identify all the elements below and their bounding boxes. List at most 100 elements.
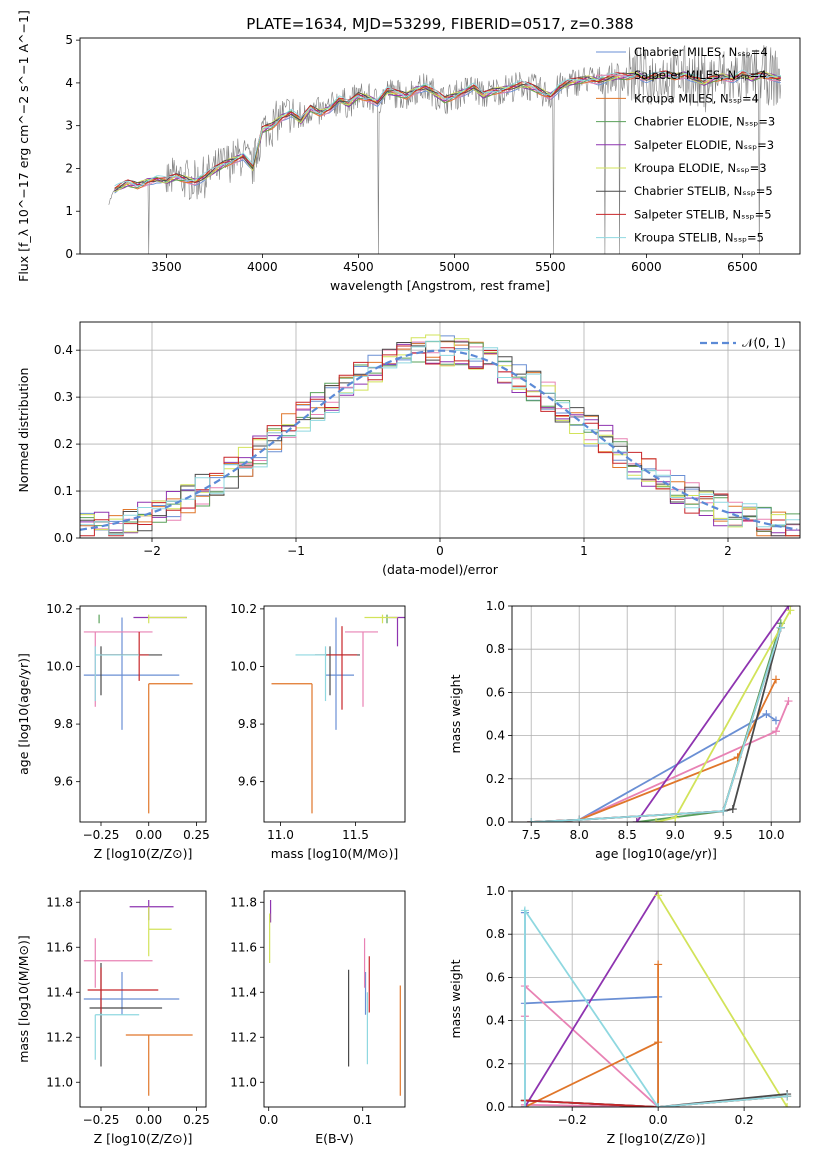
x-tick-label: 9.5 bbox=[714, 828, 733, 842]
mass-weight-marker bbox=[772, 727, 780, 736]
mass-weight-marker bbox=[728, 805, 737, 814]
x-tick-label: 11.0 bbox=[267, 828, 294, 842]
mass-weight-marker bbox=[654, 1103, 663, 1107]
y-tick-label: 11.6 bbox=[46, 940, 73, 954]
x-tick-label: 5500 bbox=[535, 260, 566, 274]
y-tick-label: 0.6 bbox=[486, 685, 505, 699]
legend-label: Chabrier ELODIE, Nₛₛₚ=3 bbox=[634, 115, 775, 129]
x-tick-label: −1 bbox=[287, 544, 305, 558]
mass-weight-marker bbox=[520, 1103, 529, 1107]
x-tick-label: 8.0 bbox=[570, 828, 589, 842]
error-bar-point bbox=[83, 631, 153, 707]
x-axis-label: wavelength [Angstrom, rest frame] bbox=[330, 278, 550, 293]
error-bar-point bbox=[125, 1034, 193, 1096]
y-tick-label: 0.4 bbox=[486, 729, 505, 743]
y-tick-label: 10.0 bbox=[230, 659, 257, 673]
legend-label: Salpeter MILES, Nₛₛₚ=4 bbox=[634, 68, 767, 82]
plot-area bbox=[108, 45, 782, 254]
y-tick-label: 11.4 bbox=[230, 985, 257, 999]
y-tick-label: 0.1 bbox=[54, 484, 73, 498]
y-tick-label: 10.2 bbox=[230, 602, 257, 616]
model-line bbox=[114, 70, 781, 192]
error-bar-point bbox=[83, 617, 180, 730]
mass-weight-marker bbox=[772, 716, 780, 725]
mass-weight-line bbox=[657, 894, 788, 1107]
y-tick-label: 0.4 bbox=[486, 1014, 505, 1028]
mass-weight-marker bbox=[784, 606, 793, 610]
error-bar-point bbox=[129, 900, 174, 921]
mass-weight-line bbox=[531, 627, 782, 822]
x-tick-label: 0.25 bbox=[183, 1113, 210, 1127]
mass-weight-line bbox=[524, 983, 660, 1107]
error-bar-point bbox=[364, 614, 398, 624]
x-tick-label: 1 bbox=[580, 544, 588, 558]
axes-frame bbox=[79, 605, 207, 823]
mass-weight-marker bbox=[671, 813, 680, 822]
error-bar-point bbox=[148, 614, 187, 624]
y-tick-label: 3 bbox=[65, 119, 73, 133]
histogram-step bbox=[80, 340, 800, 535]
mass-weight-marker bbox=[654, 1038, 663, 1047]
y-axis-label: Normed distribution bbox=[16, 368, 31, 493]
axes-frame bbox=[79, 37, 801, 255]
y-tick-label: 0.0 bbox=[486, 1100, 505, 1114]
x-tick-label: 6000 bbox=[631, 260, 662, 274]
y-axis-label: mass weight bbox=[448, 959, 463, 1038]
axes-frame bbox=[79, 890, 207, 1108]
mass-weight-line bbox=[531, 712, 777, 822]
y-tick-label: 9.6 bbox=[54, 775, 73, 789]
error-bar-point bbox=[148, 906, 172, 957]
x-tick-label: 3500 bbox=[151, 260, 182, 274]
y-tick-label: 11.2 bbox=[46, 1030, 73, 1044]
legend-label: Kroupa ELODIE, Nₛₛₚ=3 bbox=[634, 161, 767, 175]
error-bar-point bbox=[94, 646, 140, 702]
normal-curve bbox=[80, 349, 798, 531]
axes-frame bbox=[79, 321, 801, 539]
y-tick-label: 0.2 bbox=[486, 1057, 505, 1071]
mass-weight-marker bbox=[786, 606, 795, 615]
y-tick-label: 1.0 bbox=[486, 884, 505, 898]
error-bar-point bbox=[295, 646, 327, 702]
x-tick-label: 9.0 bbox=[666, 828, 685, 842]
y-tick-label: 0.3 bbox=[54, 390, 73, 404]
plot-area bbox=[512, 891, 800, 1107]
mass-weight-marker bbox=[772, 675, 780, 684]
plot-area bbox=[512, 606, 800, 822]
mass-weight-line bbox=[531, 627, 782, 822]
mass-weight-line bbox=[524, 964, 659, 1107]
chart-residuals: −2 −1 0 1 2 0.0 0.1 0.2 0.3 0.4 (data-model)/error… bbox=[16, 321, 801, 577]
y-tick-label: 0.6 bbox=[486, 970, 505, 984]
legend-label: Kroupa MILES, Nₛₛₚ=4 bbox=[634, 91, 759, 105]
x-tick-label: 0.0 bbox=[259, 1113, 278, 1127]
chart-mass-weight-vs-age: 7.5 8.0 8.5 9.0 9.5 10.0 0.0 0.2 0.4 0.6 0.8 1.0 age… bbox=[448, 599, 801, 861]
legend-label: 𝒩(0, 1) bbox=[742, 336, 786, 350]
y-tick-label: 11.0 bbox=[230, 1075, 257, 1089]
x-tick-label: 7.5 bbox=[522, 828, 541, 842]
mass-weight-line bbox=[524, 907, 788, 1107]
plot-area bbox=[80, 322, 800, 538]
x-tick-label: −0.25 bbox=[83, 1113, 120, 1127]
error-bar-point bbox=[101, 631, 149, 681]
mass-weight-marker bbox=[527, 818, 536, 822]
x-axis-label: Z [log10(Z/Z⊙)] bbox=[607, 1131, 706, 1146]
y-tick-label: 0.2 bbox=[486, 772, 505, 786]
plot-area bbox=[83, 614, 193, 814]
mass-weight-marker bbox=[654, 891, 663, 900]
y-tick-label: 10.0 bbox=[46, 659, 73, 673]
y-tick-label: 0 bbox=[65, 247, 73, 261]
model-line bbox=[114, 70, 781, 189]
y-tick-label: 1.0 bbox=[486, 599, 505, 613]
x-tick-label: 6500 bbox=[727, 260, 758, 274]
y-tick-label: 9.8 bbox=[54, 717, 73, 731]
mass-weight-line bbox=[531, 627, 782, 822]
x-tick-label: 5000 bbox=[439, 260, 470, 274]
chart-spectrum: 3500 4000 4500 5000 5500 6000 6500 0 1 2 3 4 5 wavele… bbox=[16, 10, 801, 293]
y-tick-label: 9.8 bbox=[238, 717, 257, 731]
error-bar-point bbox=[100, 646, 163, 696]
x-tick-label: 0.00 bbox=[135, 828, 162, 842]
mass-weight-line bbox=[636, 606, 790, 822]
error-bar-point bbox=[315, 646, 360, 696]
mass-weight-marker bbox=[632, 818, 641, 822]
x-tick-label: 4500 bbox=[343, 260, 374, 274]
